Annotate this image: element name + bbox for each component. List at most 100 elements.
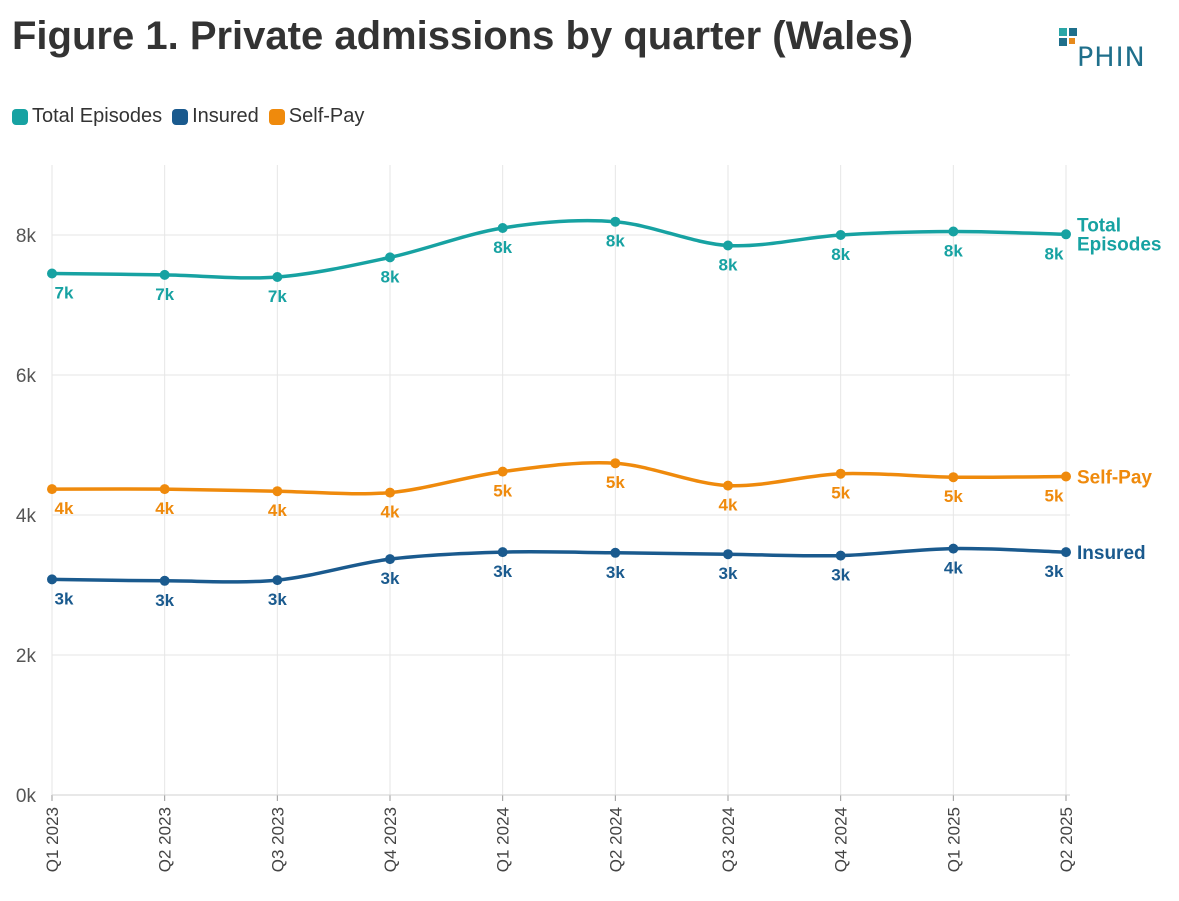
x-tick-label: Q4 2023: [381, 807, 400, 872]
logo-text: PHIN: [1077, 42, 1146, 73]
series-end-label-insured: Insured: [1077, 543, 1146, 564]
legend-label: Self-Pay: [288, 105, 365, 127]
logo-square-icon: [1069, 28, 1077, 36]
data-label-insured: 4k: [944, 559, 963, 578]
series-end-label-self-pay: Self-Pay: [1077, 468, 1152, 489]
data-point-total-episodes: [272, 272, 283, 282]
y-tick-label: 8k: [16, 226, 37, 247]
data-label-insured: 3k: [1045, 562, 1064, 581]
x-tick-label: Q2 2025: [1057, 807, 1076, 872]
legend-swatch-icon: [268, 108, 285, 125]
data-label-insured: 3k: [155, 591, 174, 610]
data-label-total-episodes: 8k: [606, 232, 625, 251]
data-point-insured: [272, 575, 283, 586]
data-label-total-episodes: 7k: [268, 287, 287, 306]
data-label-self-pay: 4k: [55, 499, 74, 518]
data-point-self-pay: [948, 472, 959, 483]
data-point-self-pay: [1061, 471, 1071, 482]
x-tick-label: Q3 2023: [268, 807, 287, 872]
data-label-self-pay: 5k: [831, 484, 850, 503]
series-end-label-total-episodes: Total: [1077, 215, 1121, 236]
x-tick-label: Q2 2023: [156, 807, 175, 872]
data-label-self-pay: 4k: [719, 496, 738, 515]
data-label-total-episodes: 8k: [381, 267, 400, 286]
logo-square-icon: [1059, 28, 1067, 36]
data-label-insured: 3k: [268, 590, 287, 609]
y-tick-label: 6k: [16, 366, 37, 387]
data-point-insured: [385, 554, 395, 565]
legend-swatch-icon: [172, 108, 189, 125]
x-tick-label: Q2 2024: [606, 807, 625, 872]
data-label-total-episodes: 8k: [944, 242, 963, 261]
legend-swatch-icon: [12, 108, 28, 125]
data-label-self-pay: 5k: [1045, 487, 1064, 506]
legend-item-self-pay[interactable]: Self-Pay: [268, 105, 365, 128]
x-tick-label: Q3 2024: [719, 807, 738, 872]
series-line-insured: [50, 546, 1068, 584]
data-point-insured: [1061, 547, 1071, 558]
data-label-total-episodes: 7k: [155, 285, 174, 304]
logo-square-icon: [1069, 38, 1075, 44]
data-point-self-pay: [272, 486, 283, 497]
logo-square-icon: [1059, 38, 1067, 46]
data-label-self-pay: 4k: [155, 499, 174, 518]
data-point-insured: [723, 549, 733, 560]
data-point-self-pay: [47, 484, 57, 495]
data-point-total-episodes: [47, 268, 57, 279]
series-end-label-total-episodes: Episodes: [1077, 234, 1161, 255]
data-label-self-pay: 5k: [944, 487, 963, 506]
data-point-insured: [835, 550, 846, 561]
data-label-insured: 3k: [831, 566, 850, 585]
data-point-total-episodes: [1061, 229, 1071, 240]
chart-title: Figure 1. Private admissions by quarter …: [12, 14, 914, 58]
data-point-insured: [948, 543, 959, 554]
data-label-self-pay: 5k: [606, 473, 625, 492]
x-tick-label: Q1 2024: [494, 807, 513, 872]
data-point-total-episodes: [159, 269, 170, 280]
data-label-total-episodes: 8k: [719, 256, 738, 275]
legend-item-insured[interactable]: Insured: [172, 105, 259, 128]
data-point-total-episodes: [948, 226, 959, 237]
phin-logo: PHIN: [1057, 28, 1167, 76]
data-label-self-pay: 4k: [268, 501, 287, 520]
data-point-self-pay: [497, 466, 508, 477]
data-point-total-episodes: [835, 230, 846, 240]
data-label-insured: 3k: [381, 569, 400, 588]
data-label-insured: 3k: [606, 563, 625, 582]
x-tick-label: Q1 2025: [944, 807, 963, 872]
data-point-insured: [610, 547, 621, 558]
legend-label: Insured: [192, 105, 259, 127]
data-point-insured: [159, 575, 170, 586]
x-tick-label: Q1 2023: [43, 807, 62, 872]
data-point-self-pay: [610, 458, 621, 469]
data-point-insured: [497, 547, 508, 558]
y-tick-label: 0k: [16, 786, 37, 807]
data-point-total-episodes: [497, 223, 508, 233]
x-tick-label: Q4 2024: [832, 807, 851, 872]
data-label-insured: 3k: [719, 564, 738, 583]
data-label-total-episodes: 8k: [831, 245, 850, 264]
data-label-self-pay: 5k: [493, 482, 512, 501]
data-label-insured: 3k: [493, 562, 512, 581]
data-label-total-episodes: 8k: [1045, 244, 1064, 263]
data-label-total-episodes: 7k: [55, 284, 74, 303]
data-point-total-episodes: [610, 216, 621, 227]
data-label-insured: 3k: [55, 589, 74, 608]
data-point-self-pay: [385, 487, 395, 498]
data-point-insured: [47, 574, 57, 585]
series-line-total-episodes: [50, 218, 1068, 280]
y-tick-label: 4k: [16, 506, 37, 527]
data-point-self-pay: [159, 484, 170, 495]
legend-item-total-episodes[interactable]: Total Episodes: [12, 105, 162, 128]
legend: Total Episodes Insured Self-Pay: [12, 105, 374, 128]
data-label-total-episodes: 8k: [493, 238, 512, 257]
data-point-self-pay: [835, 468, 846, 479]
data-point-total-episodes: [385, 252, 395, 263]
legend-label: Total Episodes: [32, 105, 163, 127]
data-label-self-pay: 4k: [381, 503, 400, 522]
series-line-self-pay: [50, 460, 1068, 496]
y-tick-label: 2k: [16, 646, 37, 667]
data-point-total-episodes: [723, 240, 733, 251]
data-point-self-pay: [723, 480, 733, 491]
